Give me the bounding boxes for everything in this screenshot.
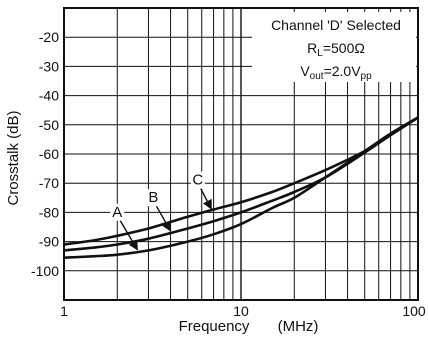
curve-arrow-c xyxy=(200,188,212,210)
curves xyxy=(63,116,419,259)
x-tick-label: 10 xyxy=(233,303,249,319)
plot-frame xyxy=(63,7,419,301)
curve-arrow-b xyxy=(155,205,172,232)
y-tick-label: -70 xyxy=(39,175,59,191)
y-tick-label: -100 xyxy=(31,263,59,279)
y-tick-label: -40 xyxy=(39,88,59,104)
curve-label-bg xyxy=(146,189,161,207)
x-axis-title: Frequency xyxy=(179,318,250,335)
curve-arrow-a xyxy=(119,220,139,251)
y-tick-label: -60 xyxy=(39,146,59,162)
x-tick-label: 100 xyxy=(402,303,426,319)
y-tick-label: -30 xyxy=(39,58,59,74)
y-tick-label: -50 xyxy=(39,117,59,133)
annotation-vout: Vout=2.0Vpp xyxy=(300,63,372,82)
y-tick-label: -80 xyxy=(39,204,59,220)
curve-labels: A B C xyxy=(110,171,212,251)
x-tick-label: 1 xyxy=(60,303,68,319)
y-tick-label: -90 xyxy=(39,234,59,250)
curve-c xyxy=(63,116,419,246)
curve-label-b: B xyxy=(148,189,158,206)
curve-label-bg xyxy=(190,171,205,189)
y-tick-label: -20 xyxy=(39,29,59,45)
annotation-channel: Channel 'D' Selected xyxy=(271,17,401,33)
curve-label-a: A xyxy=(112,204,122,221)
y-axis-title: Crosstalk (dB) xyxy=(5,110,22,205)
tick-labels: -20 -30 -40 -50 -60 -70 -80 -90 -100 1 10 100 xyxy=(31,29,426,319)
annotation-rl: RL=500Ω xyxy=(307,40,365,59)
curve-label-bg xyxy=(110,203,125,221)
curve-label-c: C xyxy=(192,172,203,189)
annotation-box xyxy=(252,12,416,82)
x-axis-unit: (MHz) xyxy=(278,318,319,335)
